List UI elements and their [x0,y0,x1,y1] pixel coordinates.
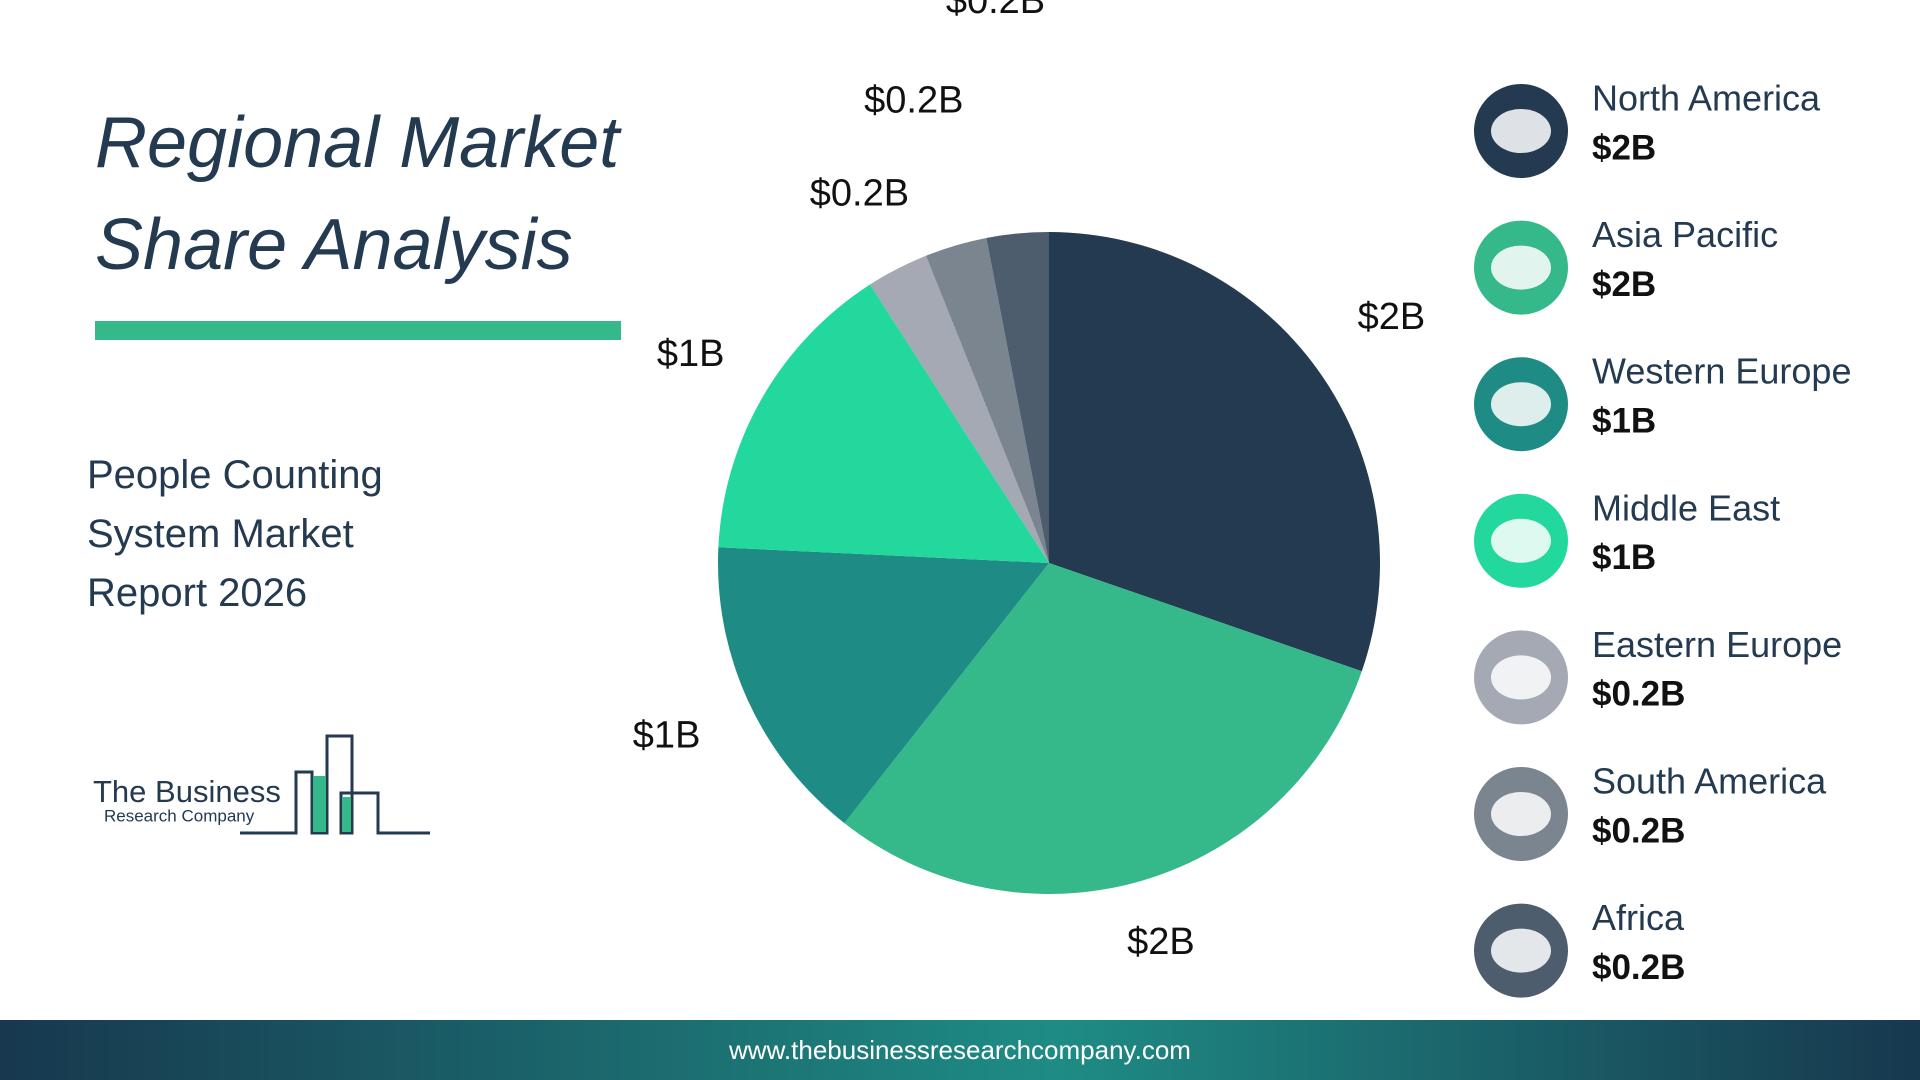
legend-label: Eastern Europe [1592,624,1842,665]
legend-icon-map [1491,245,1551,290]
pie-slice [1049,232,1380,672]
pie-slice [718,284,1049,563]
legend-value: $2B [1592,265,1656,304]
legend-icon-map [1491,109,1551,153]
data-label: $0.2B [810,172,909,214]
legend-value: $0.2B [1592,675,1685,714]
data-label: $2B [1127,921,1195,963]
legend-icon-map [1491,518,1551,563]
legend-value: $1B [1592,401,1656,440]
legend-value: $1B [1592,538,1656,577]
legend-icon-map [1491,655,1551,700]
legend-label: South America [1592,761,1827,802]
legend-value: $2B [1592,128,1656,167]
legend-label: Africa [1592,897,1685,938]
pie-slice [718,547,1049,824]
legend-label: Western Europe [1592,351,1851,392]
logo-graphic [313,776,326,832]
logo-graphic [342,797,351,832]
legend-label: North America [1592,78,1821,119]
pie-slice [925,237,1049,563]
logo-text: The Business [93,774,281,809]
legend-value: $0.2B [1592,811,1685,850]
footer: www.thebusinessresearchcompany.com [0,1020,1920,1080]
data-label: $0.2B [864,80,963,122]
legend-label: Asia Pacific [1592,214,1778,255]
title-underline [95,321,621,340]
logo: The Business Research Company [93,734,430,835]
data-label: $2B [1358,296,1426,338]
legend-label: Middle East [1592,487,1780,528]
pie-slice [844,563,1362,895]
data-label: $1B [657,333,725,375]
chart-title: Regional Market Share Analysis [95,103,620,285]
logo-graphic [240,734,430,835]
chart-subtitle: People Counting System Market Report 202… [87,453,383,615]
legend-icon-map [1491,382,1551,427]
pie-slice [986,232,1049,563]
data-label: $1B [633,715,701,757]
legend-icon-map [1491,792,1551,836]
data-label: $0.2B [946,0,1045,22]
legend-value: $0.2B [1592,948,1685,987]
logo-text: Research Company [104,806,255,825]
footer-url: www.thebusinessresearchcompany.com [729,1035,1191,1065]
legend-icon-map [1491,928,1551,973]
pie-slice [870,255,1049,564]
chart: The Business Research Company $2B $2B $1B $… [93,0,1851,998]
